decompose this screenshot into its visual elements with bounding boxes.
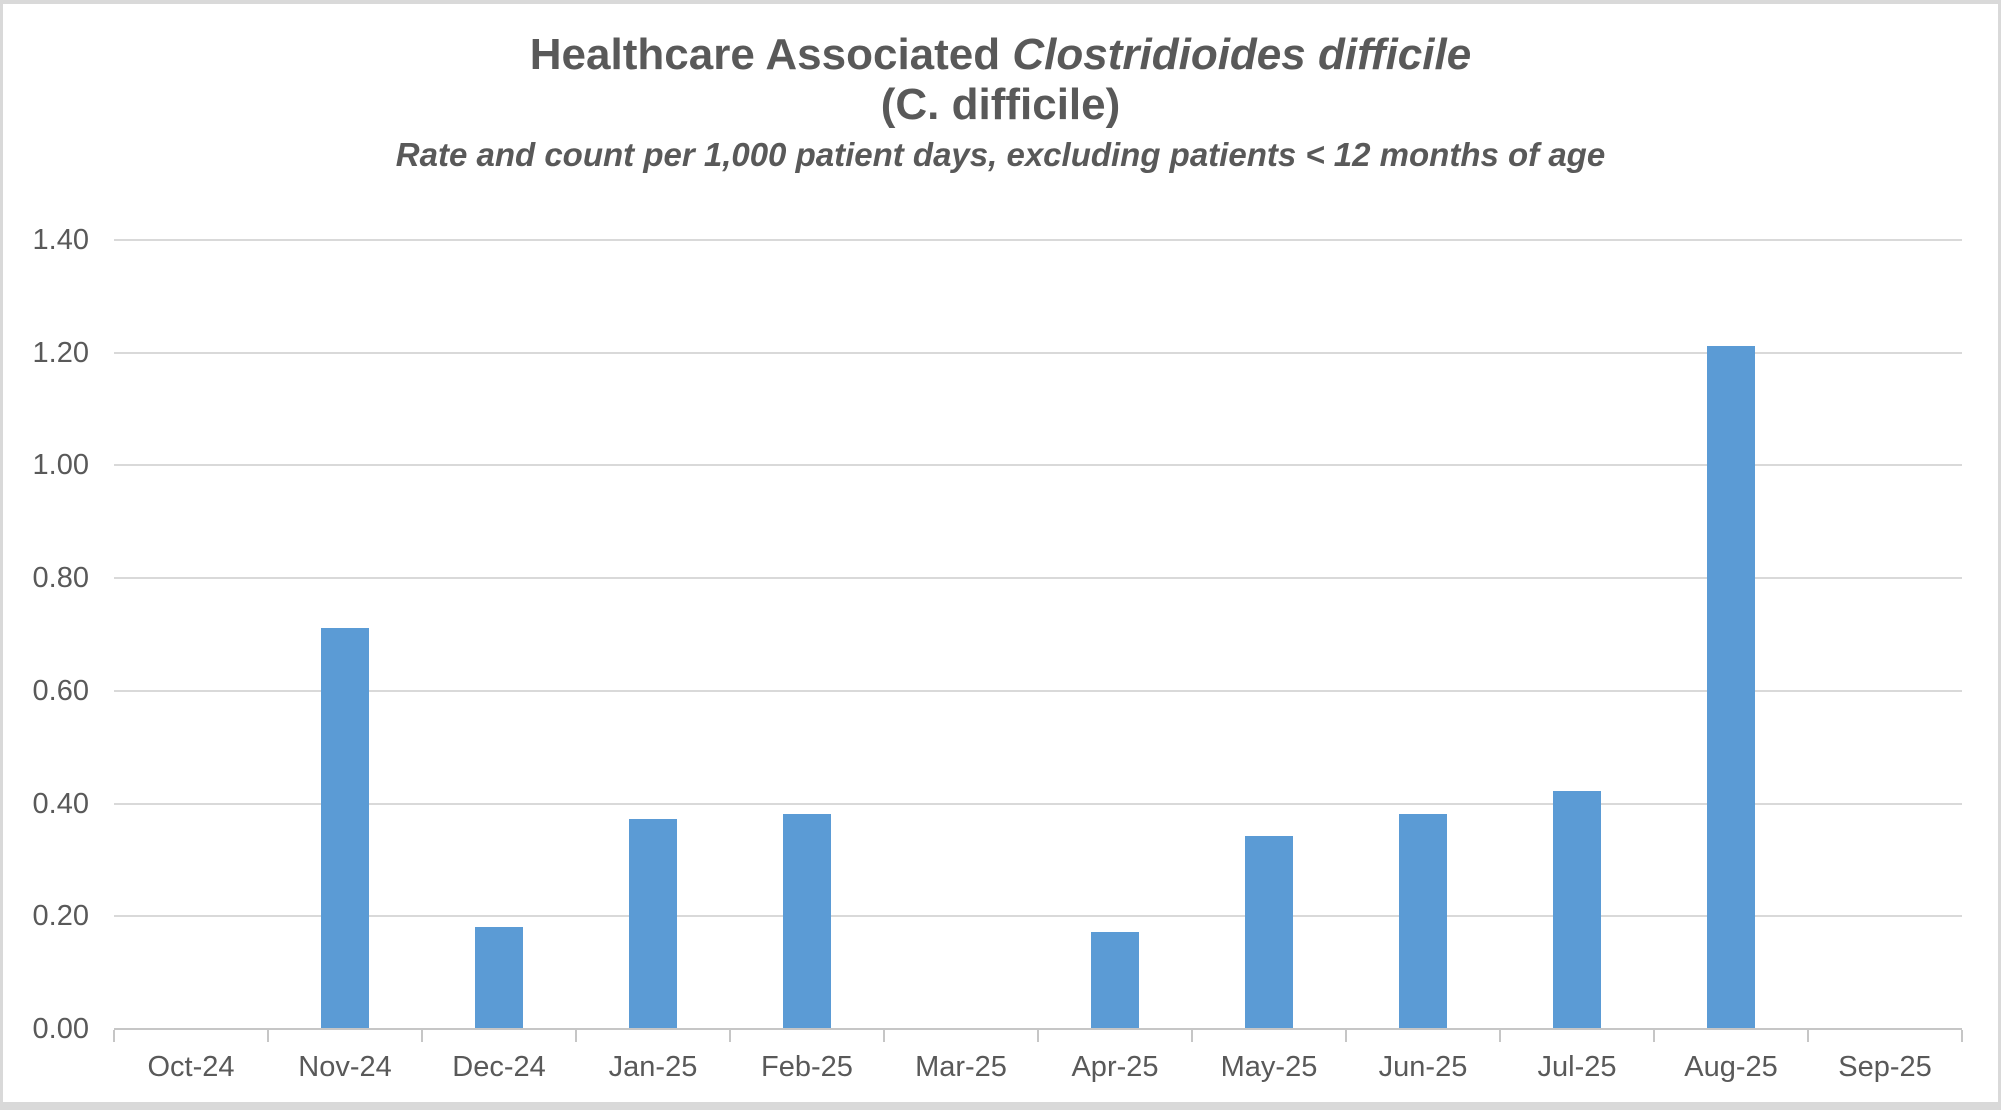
x-axis-category-label: Feb-25 [761, 1051, 853, 1083]
title-text-regular: Healthcare Associated [529, 30, 1013, 79]
x-axis-tick [267, 1030, 269, 1042]
y-axis-tick-label: 0.60 [32, 674, 89, 707]
y-axis-tick-label: 0.20 [32, 900, 89, 933]
y-axis-tick-label: 1.00 [32, 449, 89, 482]
bar-Nov-24 [321, 627, 369, 1028]
bar-May-25 [1245, 836, 1293, 1028]
x-axis-tick [883, 1030, 885, 1042]
gridline [114, 351, 1962, 354]
gridline [114, 915, 1962, 918]
x-axis-tick [1653, 1030, 1655, 1042]
gridline [114, 239, 1962, 241]
chart-inner: Healthcare Associated Clostridioides dif… [3, 4, 1998, 1102]
x-axis-category-label: Mar-25 [915, 1051, 1007, 1083]
x-axis-line [114, 1028, 1962, 1030]
x-axis-category-label: Jan-25 [608, 1051, 698, 1083]
chart-title-line-1: Healthcare Associated Clostridioides dif… [3, 30, 1998, 80]
x-axis-category-label: Sep-25 [1838, 1051, 1932, 1083]
gridline [114, 689, 1962, 692]
title-text-italic: Clostridioides difficile [1012, 30, 1472, 79]
y-axis-tick-label: 0.80 [32, 562, 89, 595]
x-axis-tick [575, 1030, 577, 1042]
bar-Jul-25 [1553, 791, 1601, 1028]
bar-Feb-25 [783, 813, 831, 1028]
bar-Apr-25 [1091, 932, 1139, 1028]
x-axis-category-label: Aug-25 [1684, 1051, 1778, 1083]
x-axis-tick [1807, 1030, 1809, 1042]
x-axis-category-label: Oct-24 [147, 1051, 235, 1083]
x-axis-tick [1037, 1030, 1039, 1042]
x-axis-category-label: Apr-25 [1071, 1051, 1159, 1083]
x-axis-tick [113, 1030, 115, 1042]
x-axis-tick [421, 1030, 423, 1042]
y-axis-tick-label: 0.00 [32, 1013, 89, 1045]
x-axis-category-label: Jul-25 [1537, 1051, 1617, 1083]
plot-area: 0.00 0.20 0.40 0.60 0.80 1.00 1.20 1.40 Oct-24 No… [3, 4, 1998, 1102]
y-axis-tick-label: 0.40 [32, 787, 89, 820]
gridline [114, 464, 1962, 467]
x-axis-tick [1345, 1030, 1347, 1042]
chart-subtitle: Rate and count per 1,000 patient days, e… [395, 136, 1606, 173]
x-axis-tick [729, 1030, 731, 1042]
bar-Dec-24 [475, 926, 523, 1028]
x-axis-tick [1499, 1030, 1501, 1042]
x-axis-category-label: May-25 [1220, 1051, 1318, 1083]
chart-title-block: Healthcare Associated Clostridioides dif… [3, 30, 1998, 174]
chart-title-line-2: (C. difficile) [880, 80, 1121, 129]
y-axis-tick-label: 1.40 [32, 224, 89, 256]
x-axis-tick [1961, 1030, 1963, 1042]
x-axis-category-label: Nov-24 [298, 1051, 392, 1083]
gridline [114, 577, 1962, 580]
x-axis-tick [1191, 1030, 1193, 1042]
bar-Jan-25 [629, 819, 677, 1028]
y-axis-tick-label: 1.20 [32, 336, 89, 369]
bar-Aug-25 [1707, 346, 1755, 1028]
x-axis-category-label: Jun-25 [1378, 1051, 1468, 1083]
gridline [114, 802, 1962, 805]
bar-Jun-25 [1399, 813, 1447, 1028]
x-axis-category-label: Dec-24 [452, 1051, 546, 1083]
